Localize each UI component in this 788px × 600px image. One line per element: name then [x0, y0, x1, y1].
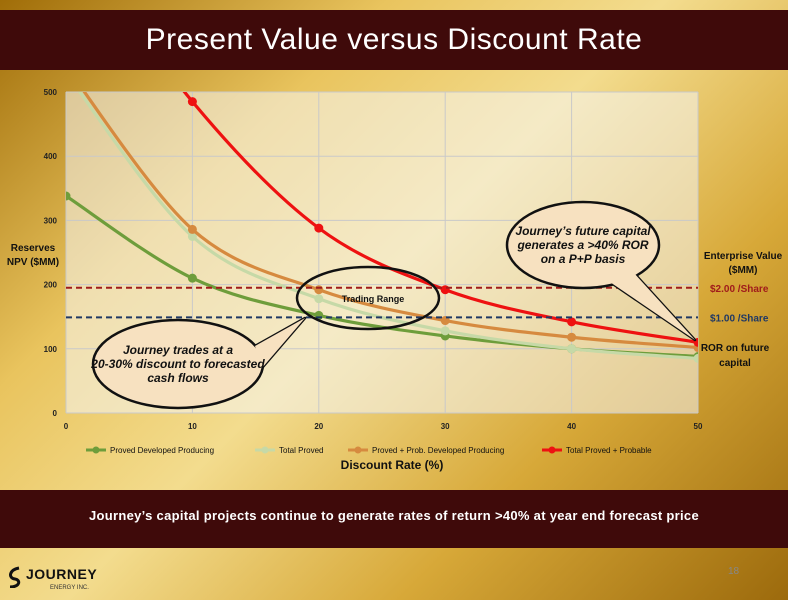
data-point [66, 191, 71, 201]
data-point [440, 285, 450, 295]
title-banner [0, 10, 788, 70]
legend-marker [92, 446, 100, 454]
data-point [187, 273, 197, 283]
y-tick-label: 500 [44, 88, 58, 97]
ror-label-line2: capital [719, 358, 751, 369]
ror-callout: Journey’s future capital generates a >40%… [505, 200, 697, 342]
callout-ror-text: Journey’s future capital generates a >40%… [515, 224, 651, 266]
x-tick-label: 50 [694, 422, 703, 431]
legend-marker [261, 446, 269, 454]
ror-label-line1: ROR on future [701, 343, 770, 354]
legend-label: Proved + Prob. Developed Producing [372, 446, 504, 455]
x-axis-label: Discount Rate (%) [341, 458, 444, 472]
callout-discount-text: Journey trades at a 20-30% discount to fo… [90, 343, 265, 385]
x-tick-label: 20 [314, 422, 323, 431]
npv-chart: 0 10 20 30 40 50 0 100 200 300 400 500 $2.00 /Shar… [7, 88, 783, 472]
y-tick-label: 100 [44, 345, 58, 354]
y-tick-label: 300 [44, 216, 58, 225]
footer-banner [0, 490, 788, 548]
page-title: Present Value versus Discount Rate [145, 23, 643, 56]
journey-swirl-logo-icon [9, 566, 21, 588]
legend-label: Total Proved [279, 446, 323, 455]
enterprise-value-line1: Enterprise Value [704, 251, 783, 262]
logo-subtext: ENERGY INC. [50, 585, 89, 591]
y-tick-label: 0 [53, 409, 58, 418]
page-number: 18 [728, 566, 740, 577]
legend-marker [354, 446, 362, 454]
data-point [693, 353, 698, 363]
legend: Proved Developed Producing Total Proved Pr… [86, 446, 652, 455]
enterprise-value-line2: ($MM) [729, 265, 758, 276]
legend-label: Proved Developed Producing [110, 446, 214, 455]
y-axis-label-line1: Reserves [11, 243, 56, 254]
reference-lines: $2.00 /Share $1.00 /Share [66, 284, 769, 324]
x-tick-label: 30 [441, 422, 450, 431]
series-line-3 [182, 92, 698, 344]
data-point [187, 231, 197, 241]
y-tick-labels: 0 100 200 300 400 500 [44, 88, 58, 418]
data-point [567, 332, 577, 342]
x-tick-label: 40 [567, 422, 576, 431]
data-point [314, 223, 324, 233]
data-point [314, 285, 324, 295]
x-tick-label: 0 [64, 422, 69, 431]
y-tick-label: 200 [44, 281, 58, 290]
y-axis-label-line2: NPV ($MM) [7, 257, 59, 268]
x-tick-label: 10 [188, 422, 197, 431]
data-point [567, 317, 577, 327]
series-line-2 [82, 92, 698, 350]
series-lines [66, 92, 698, 363]
footer-text: Journey’s capital projects continue to g… [89, 508, 699, 523]
discount-callout: Journey trades at a 20-30% discount to fo… [90, 316, 307, 410]
legend-marker [548, 446, 556, 454]
series-line-1 [77, 92, 698, 361]
data-point [187, 224, 197, 234]
reference-label: $1.00 /Share [710, 313, 769, 324]
reference-label: $2.00 /Share [710, 284, 769, 295]
x-tick-labels: 0 10 20 30 40 50 [64, 422, 703, 431]
data-point [440, 326, 450, 336]
trading-range-label: Trading Range [342, 294, 405, 304]
data-point [567, 344, 577, 354]
trading-range-ellipse [295, 265, 441, 331]
legend-label: Total Proved + Probable [566, 446, 652, 455]
data-point [187, 97, 197, 107]
data-point [314, 294, 324, 304]
logo-wordmark: JOURNEY [26, 566, 98, 582]
y-tick-label: 400 [44, 152, 58, 161]
